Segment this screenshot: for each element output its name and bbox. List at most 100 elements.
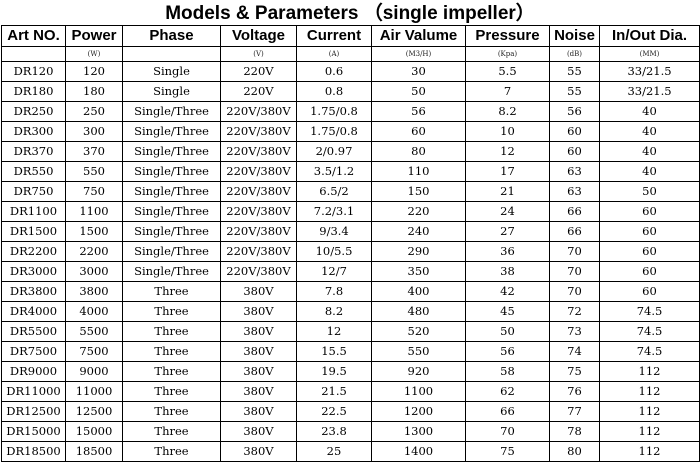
cell-noise: 78 <box>549 421 600 442</box>
cell-in-out-dia: 60 <box>599 261 700 282</box>
cell-noise: 60 <box>549 141 600 162</box>
cell-current: 12/7 <box>296 261 372 282</box>
unit-current: (A) <box>296 46 372 62</box>
cell-art-no: DR3000 <box>1 261 66 282</box>
unit-air-volume: (M3/H) <box>371 46 466 62</box>
table-row: DR9000 9000 Three 380V 19.5 920 58 75 112 <box>1 361 700 382</box>
table-row: DR300 300 Single/Three 220V/380V 1.75/0.8 60 1… <box>1 121 700 142</box>
cell-in-out-dia: 112 <box>599 361 700 382</box>
cell-noise: 75 <box>549 361 600 382</box>
cell-in-out-dia: 40 <box>599 101 700 122</box>
cell-power: 550 <box>65 161 123 182</box>
cell-voltage: 380V <box>220 441 297 462</box>
table-row: DR180 180 Single 220V 0.8 50 7 55 33/21.5 <box>1 81 700 102</box>
column-header-in-out-dia: In/Out Dia. <box>599 25 700 47</box>
cell-noise: 74 <box>549 341 600 362</box>
unit-in-out-dia: (MM) <box>599 46 700 62</box>
cell-noise: 60 <box>549 121 600 142</box>
cell-air-volume: 550 <box>371 341 466 362</box>
cell-current: 3.5/1.2 <box>296 161 372 182</box>
cell-in-out-dia: 74.5 <box>599 301 700 322</box>
cell-power: 300 <box>65 121 123 142</box>
unit-art-no <box>1 46 66 62</box>
cell-voltage: 380V <box>220 381 297 402</box>
cell-air-volume: 480 <box>371 301 466 322</box>
cell-current: 19.5 <box>296 361 372 382</box>
cell-voltage: 380V <box>220 281 297 302</box>
cell-voltage: 220V/380V <box>220 221 297 242</box>
cell-pressure: 50 <box>465 321 550 342</box>
cell-art-no: DR300 <box>1 121 66 142</box>
cell-current: 23.8 <box>296 421 372 442</box>
parameters-table: Art NO. Power Phase Voltage Current Air … <box>1 25 700 462</box>
cell-in-out-dia: 60 <box>599 241 700 262</box>
cell-in-out-dia: 33/21.5 <box>599 81 700 102</box>
cell-voltage: 220V/380V <box>220 121 297 142</box>
cell-current: 1.75/0.8 <box>296 101 372 122</box>
cell-noise: 70 <box>549 261 600 282</box>
cell-voltage: 220V/380V <box>220 101 297 122</box>
unit-power: (W) <box>65 46 123 62</box>
cell-voltage: 220V/380V <box>220 241 297 262</box>
cell-pressure: 56 <box>465 341 550 362</box>
table-row: DR3000 3000 Single/Three 220V/380V 12/7 350 38… <box>1 261 700 282</box>
table-row: DR11000 11000 Three 380V 21.5 1100 62 76 112 <box>1 381 700 402</box>
cell-in-out-dia: 60 <box>599 201 700 222</box>
cell-art-no: DR750 <box>1 181 66 202</box>
cell-current: 10/5.5 <box>296 241 372 262</box>
cell-current: 12 <box>296 321 372 342</box>
cell-art-no: DR5500 <box>1 321 66 342</box>
cell-phase: Three <box>122 441 221 462</box>
cell-current: 7.2/3.1 <box>296 201 372 222</box>
unit-voltage: (V) <box>220 46 297 62</box>
cell-air-volume: 240 <box>371 221 466 242</box>
cell-in-out-dia: 74.5 <box>599 341 700 362</box>
unit-noise: (dB) <box>549 46 600 62</box>
cell-pressure: 58 <box>465 361 550 382</box>
cell-in-out-dia: 112 <box>599 401 700 422</box>
table-row: DR18500 18500 Three 380V 25 1400 75 80 112 <box>1 441 700 462</box>
cell-air-volume: 920 <box>371 361 466 382</box>
cell-art-no: DR550 <box>1 161 66 182</box>
cell-voltage: 380V <box>220 401 297 422</box>
cell-current: 15.5 <box>296 341 372 362</box>
cell-power: 9000 <box>65 361 123 382</box>
cell-power: 250 <box>65 101 123 122</box>
cell-noise: 56 <box>549 101 600 122</box>
column-header-noise: Noise <box>549 25 600 47</box>
cell-phase: Single/Three <box>122 261 221 282</box>
cell-voltage: 220V/380V <box>220 181 297 202</box>
cell-voltage: 220V/380V <box>220 141 297 162</box>
cell-in-out-dia: 40 <box>599 141 700 162</box>
cell-air-volume: 1300 <box>371 421 466 442</box>
cell-current: 9/3.4 <box>296 221 372 242</box>
cell-phase: Three <box>122 361 221 382</box>
cell-noise: 76 <box>549 381 600 402</box>
cell-power: 2200 <box>65 241 123 262</box>
table-row: DR120 120 Single 220V 0.6 30 5.5 55 33/21.5 <box>1 61 700 82</box>
cell-phase: Single/Three <box>122 181 221 202</box>
cell-power: 3800 <box>65 281 123 302</box>
cell-art-no: DR120 <box>1 61 66 82</box>
cell-phase: Single/Three <box>122 101 221 122</box>
cell-voltage: 380V <box>220 341 297 362</box>
cell-phase: Single/Three <box>122 161 221 182</box>
cell-power: 4000 <box>65 301 123 322</box>
cell-in-out-dia: 74.5 <box>599 321 700 342</box>
cell-art-no: DR370 <box>1 141 66 162</box>
cell-power: 120 <box>65 61 123 82</box>
cell-pressure: 21 <box>465 181 550 202</box>
column-header-art-no: Art NO. <box>1 25 66 47</box>
units-row: (W) (V) (A) (M3/H) (Kpa) (dB) (MM) <box>1 46 700 62</box>
cell-phase: Three <box>122 321 221 342</box>
cell-pressure: 7 <box>465 81 550 102</box>
cell-air-volume: 290 <box>371 241 466 262</box>
cell-noise: 77 <box>549 401 600 422</box>
cell-air-volume: 80 <box>371 141 466 162</box>
table-row: DR750 750 Single/Three 220V/380V 6.5/2 150 21 6… <box>1 181 700 202</box>
cell-current: 1.75/0.8 <box>296 121 372 142</box>
cell-noise: 55 <box>549 81 600 102</box>
cell-phase: Single <box>122 61 221 82</box>
cell-in-out-dia: 40 <box>599 161 700 182</box>
cell-pressure: 27 <box>465 221 550 242</box>
